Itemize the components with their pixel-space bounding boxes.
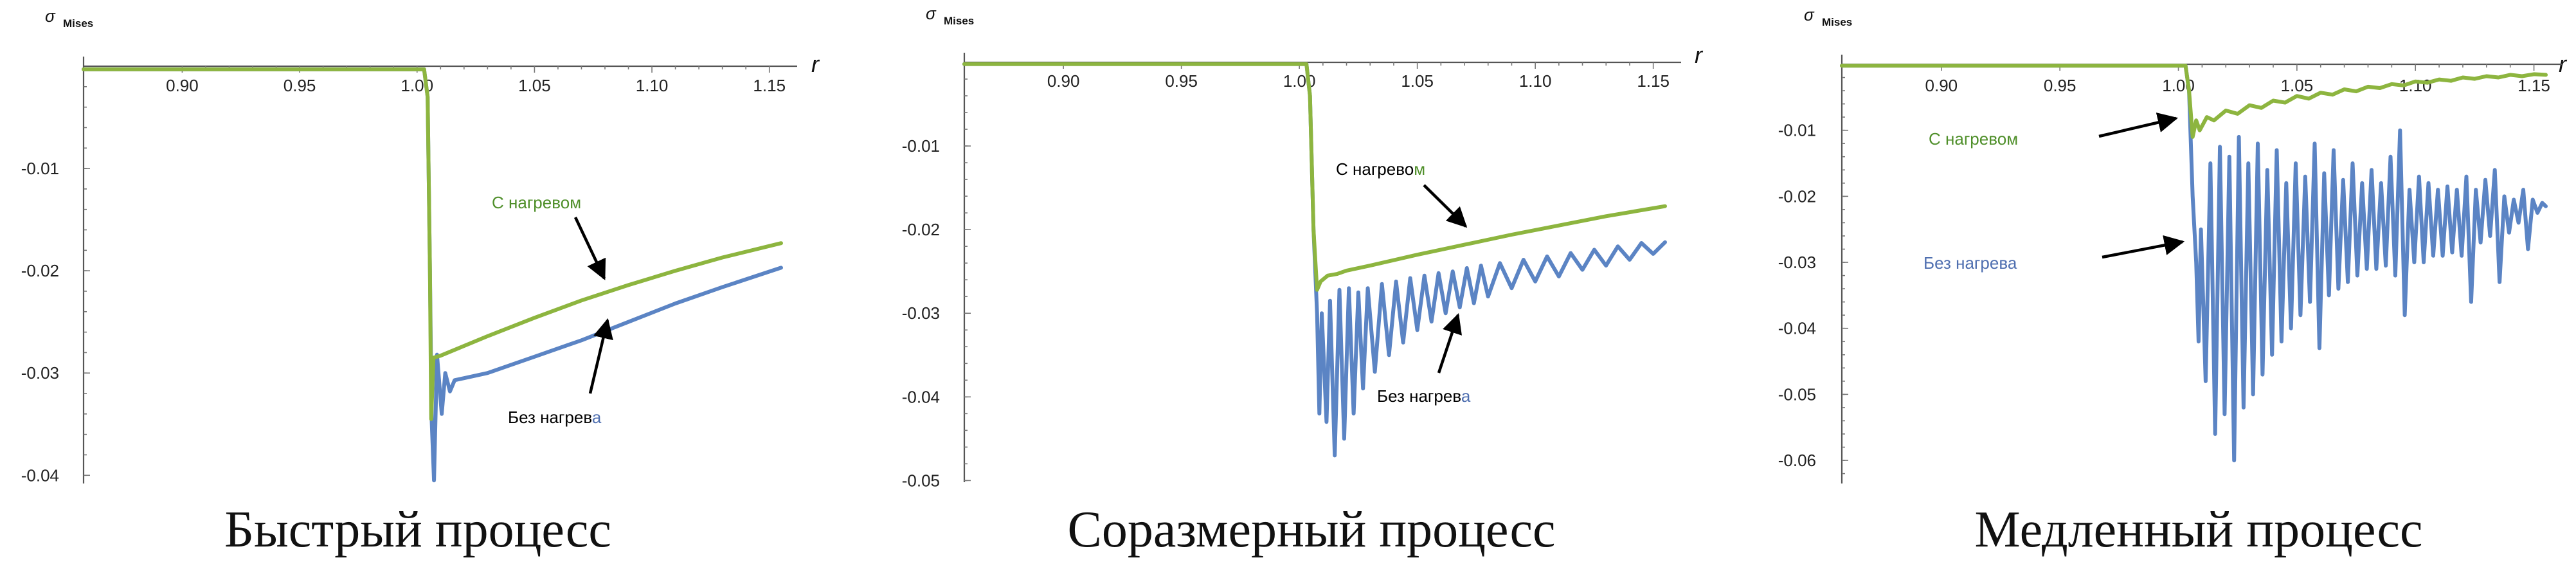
y-tick-label: -0.04 xyxy=(21,465,59,485)
chart-panel-fast: σ Mises r 0.90 0.95 1.00 1.05 1.10 1.15-0.01-… xyxy=(21,6,820,558)
y-axis-label: σ Mises xyxy=(926,4,974,27)
series-line-heated xyxy=(962,62,1667,292)
y-axis-label: σ Mises xyxy=(45,6,93,30)
chart-panel-slow: σ Mises r 0.90 0.95 1.00 1.05 1.10 1.15-0.01-… xyxy=(1778,5,2568,558)
annotation-heated-label-tail: м xyxy=(1414,159,1425,179)
x-tick-label: 1.15 xyxy=(753,76,786,95)
annotation-heated-label-main: С нагревом xyxy=(1929,129,2018,149)
y-axis-symbol: σ xyxy=(1804,5,1815,24)
y-axis-subscript: Mises xyxy=(1822,16,1852,28)
annotation-unheated-arrow xyxy=(1437,313,1462,374)
annotation-heated-label-main: С нагрево xyxy=(1336,159,1414,179)
series-line-heated xyxy=(82,67,783,421)
y-axis-symbol: σ xyxy=(45,6,56,26)
annotation-unheated-arrow xyxy=(588,318,613,394)
y-tick-label: -0.01 xyxy=(21,159,59,178)
annotation-unheated-label-tail: а xyxy=(1461,386,1471,406)
annotation-unheated: Без нагрева xyxy=(1923,235,2185,273)
annotation-heated-arrow xyxy=(573,217,606,280)
x-tick-label: 1.10 xyxy=(636,76,669,95)
series-line-heated xyxy=(1840,64,2548,139)
x-tick-label: 0.90 xyxy=(1925,76,1958,95)
annotation-unheated: Без нагрева xyxy=(508,318,613,427)
annotation-unheated-label-main: Без нагрев xyxy=(1377,386,1461,406)
annotation-heated-arrow xyxy=(1423,184,1468,228)
chart-panel-balanced: σ Mises r 0.90 0.95 1.00 1.05 1.10 1.15-0.01-… xyxy=(902,4,1704,558)
annotation-unheated-arrow xyxy=(2102,235,2185,259)
series-line-unheated xyxy=(1840,64,2548,463)
x-tick-label: 1.05 xyxy=(518,76,551,95)
annotation-unheated-label-main: Без нагрев xyxy=(508,408,592,427)
x-tick-label: 0.95 xyxy=(2044,76,2076,95)
x-axis-label: r xyxy=(2559,51,2568,77)
annotation-unheated-label-tail: а xyxy=(592,408,602,427)
y-axis-symbol: σ xyxy=(926,4,937,23)
annotation-heated-arrow xyxy=(2098,113,2179,138)
annotation-heated: С нагревом xyxy=(1929,113,2179,149)
annotation-unheated: Без нагрева xyxy=(1377,313,1471,406)
x-axis-label: r xyxy=(1695,42,1704,68)
y-axis-subscript: Mises xyxy=(944,15,974,27)
panel-caption: Быстрый процесс xyxy=(224,501,611,558)
annotation-unheated-label: Без нагрева xyxy=(1923,253,2017,273)
annotation-unheated-label-main: Без нагрева xyxy=(1923,253,2017,273)
y-tick-label: -0.05 xyxy=(902,471,940,490)
y-tick-label: -0.03 xyxy=(1778,253,1816,272)
x-tick-label: 0.95 xyxy=(284,76,316,95)
y-tick-label: -0.04 xyxy=(1778,319,1816,338)
annotation-heated-label: С нагревом xyxy=(492,193,581,212)
annotation-heated-label-main: С нагревом xyxy=(492,193,581,212)
x-tick-label: 1.05 xyxy=(2281,76,2314,95)
y-tick-label: -0.04 xyxy=(902,387,940,406)
x-tick-label: 0.95 xyxy=(1165,71,1198,91)
y-tick-label: -0.02 xyxy=(1778,186,1816,206)
y-tick-label: -0.03 xyxy=(902,303,940,323)
annotation-unheated-label: Без нагрева xyxy=(1377,386,1471,406)
x-tick-label: 1.10 xyxy=(1519,71,1552,91)
x-axis-label: r xyxy=(811,51,820,77)
annotation-heated-label: С нагревом xyxy=(1336,159,1425,179)
annotation-heated: С нагревом xyxy=(492,193,606,280)
x-tick-label: 1.15 xyxy=(2517,76,2550,95)
y-tick-label: -0.01 xyxy=(1778,121,1816,140)
y-tick-label: -0.01 xyxy=(902,136,940,156)
y-tick-label: -0.03 xyxy=(21,363,59,383)
annotation-heated: С нагревом xyxy=(1336,159,1468,228)
x-tick-label: 1.05 xyxy=(1401,71,1434,91)
y-axis-label: σ Mises xyxy=(1804,5,1852,28)
panel-caption: Соразмерный процесс xyxy=(1068,501,1556,558)
x-tick-label: 0.90 xyxy=(1047,71,1080,91)
annotation-unheated-label: Без нагрева xyxy=(508,408,602,427)
y-tick-label: -0.02 xyxy=(902,220,940,239)
panel-caption: Медленный процесс xyxy=(1975,501,2423,558)
y-tick-label: -0.05 xyxy=(1778,384,1816,404)
y-tick-label: -0.02 xyxy=(21,261,59,280)
y-axis-subscript: Mises xyxy=(63,17,93,30)
x-tick-label: 0.90 xyxy=(166,76,199,95)
annotation-heated-label: С нагревом xyxy=(1929,129,2018,149)
y-tick-label: -0.06 xyxy=(1778,451,1816,470)
x-tick-label: 1.15 xyxy=(1637,71,1670,91)
series-line-unheated xyxy=(962,62,1667,458)
